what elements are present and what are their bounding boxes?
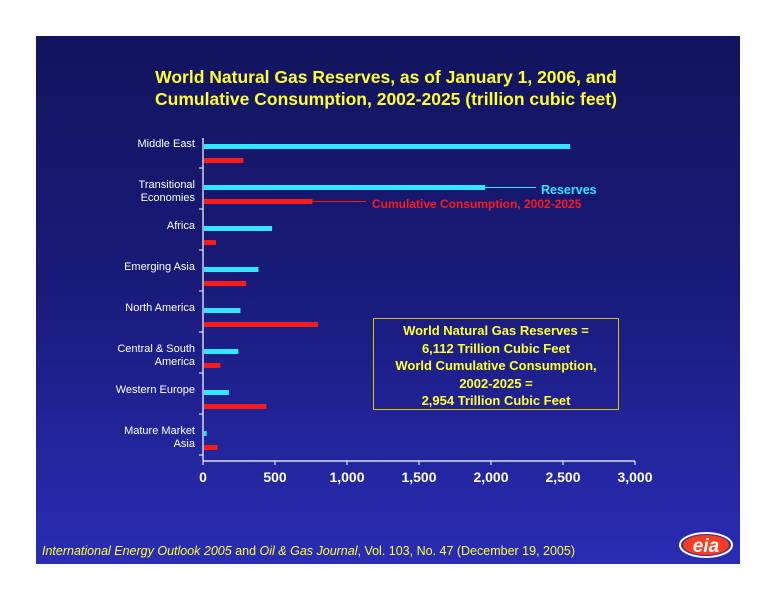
consumption-bar <box>204 158 244 163</box>
eia-logo: eia <box>679 532 733 558</box>
summary-line: World Natural Gas Reserves = <box>403 323 589 338</box>
reserves-bar <box>204 144 571 149</box>
category-label: Africa <box>167 220 196 232</box>
category-label: North America <box>125 302 196 314</box>
category-label: Economies <box>141 192 196 204</box>
consumption-bar <box>204 404 267 409</box>
category-label: Middle East <box>138 138 195 150</box>
summary-line: 2002-2025 = <box>459 375 533 391</box>
legend-consumption: Cumulative Consumption, 2002-2025 <box>372 197 582 211</box>
x-tick-label: 500 <box>263 469 287 485</box>
reserves-bar <box>204 349 239 354</box>
summary-line: 6,112 Trillion Cubic Feet <box>421 340 571 356</box>
reserves-bar <box>204 431 207 436</box>
chart-title: World Natural Gas Reserves, as of Januar… <box>96 66 676 110</box>
consumption-bar <box>204 281 247 286</box>
title-line-2: Cumulative Consumption, 2002-2025 (trill… <box>155 89 617 109</box>
category-label: Transitional <box>139 179 195 191</box>
category-label: Asia <box>174 438 196 450</box>
source-details: , Vol. 103, No. 47 (December 19, 2005) <box>357 544 576 558</box>
logo-text: eia <box>693 536 720 557</box>
source-publication-2: Oil & Gas Journal <box>259 544 358 558</box>
reserves-bar <box>204 226 273 231</box>
source-publication-1: International Energy Outlook 2005 <box>42 544 232 558</box>
category-label: Western Europe <box>116 384 195 396</box>
x-tick-label: 0 <box>199 469 207 485</box>
x-tick-label: 3,000 <box>617 469 652 485</box>
x-tick-label: 1,500 <box>401 469 436 485</box>
summary-line: 2,954 Trillion Cubic Feet <box>421 393 571 408</box>
x-tick-label: 2,500 <box>545 469 580 485</box>
reserves-bar <box>204 390 229 395</box>
summary-line: World Cumulative Consumption, <box>395 358 597 373</box>
source-note: International Energy Outlook 2005 and Oi… <box>42 544 575 558</box>
category-label: Central & South <box>117 343 195 355</box>
consumption-bar <box>204 363 221 368</box>
title-line-1: World Natural Gas Reserves, as of Januar… <box>155 67 617 87</box>
x-tick-label: 2,000 <box>473 469 508 485</box>
source-conjunction: and <box>231 544 260 558</box>
legend-reserves: Reserves <box>541 183 597 197</box>
slide-background: World Natural Gas Reserves, as of Januar… <box>36 36 740 564</box>
reserves-bar <box>204 267 259 272</box>
consumption-bar <box>204 199 313 204</box>
consumption-bar <box>204 240 216 245</box>
consumption-bar <box>204 322 319 327</box>
summary-box: World Natural Gas Reserves = 6,112 Trill… <box>373 318 619 410</box>
category-label: Emerging Asia <box>124 261 196 273</box>
category-label: Mature Market <box>124 425 195 437</box>
reserves-bar <box>204 185 486 190</box>
x-tick-label: 1,000 <box>329 469 364 485</box>
category-label: America <box>155 356 196 368</box>
reserves-bar <box>204 308 241 313</box>
consumption-bar <box>204 445 218 450</box>
